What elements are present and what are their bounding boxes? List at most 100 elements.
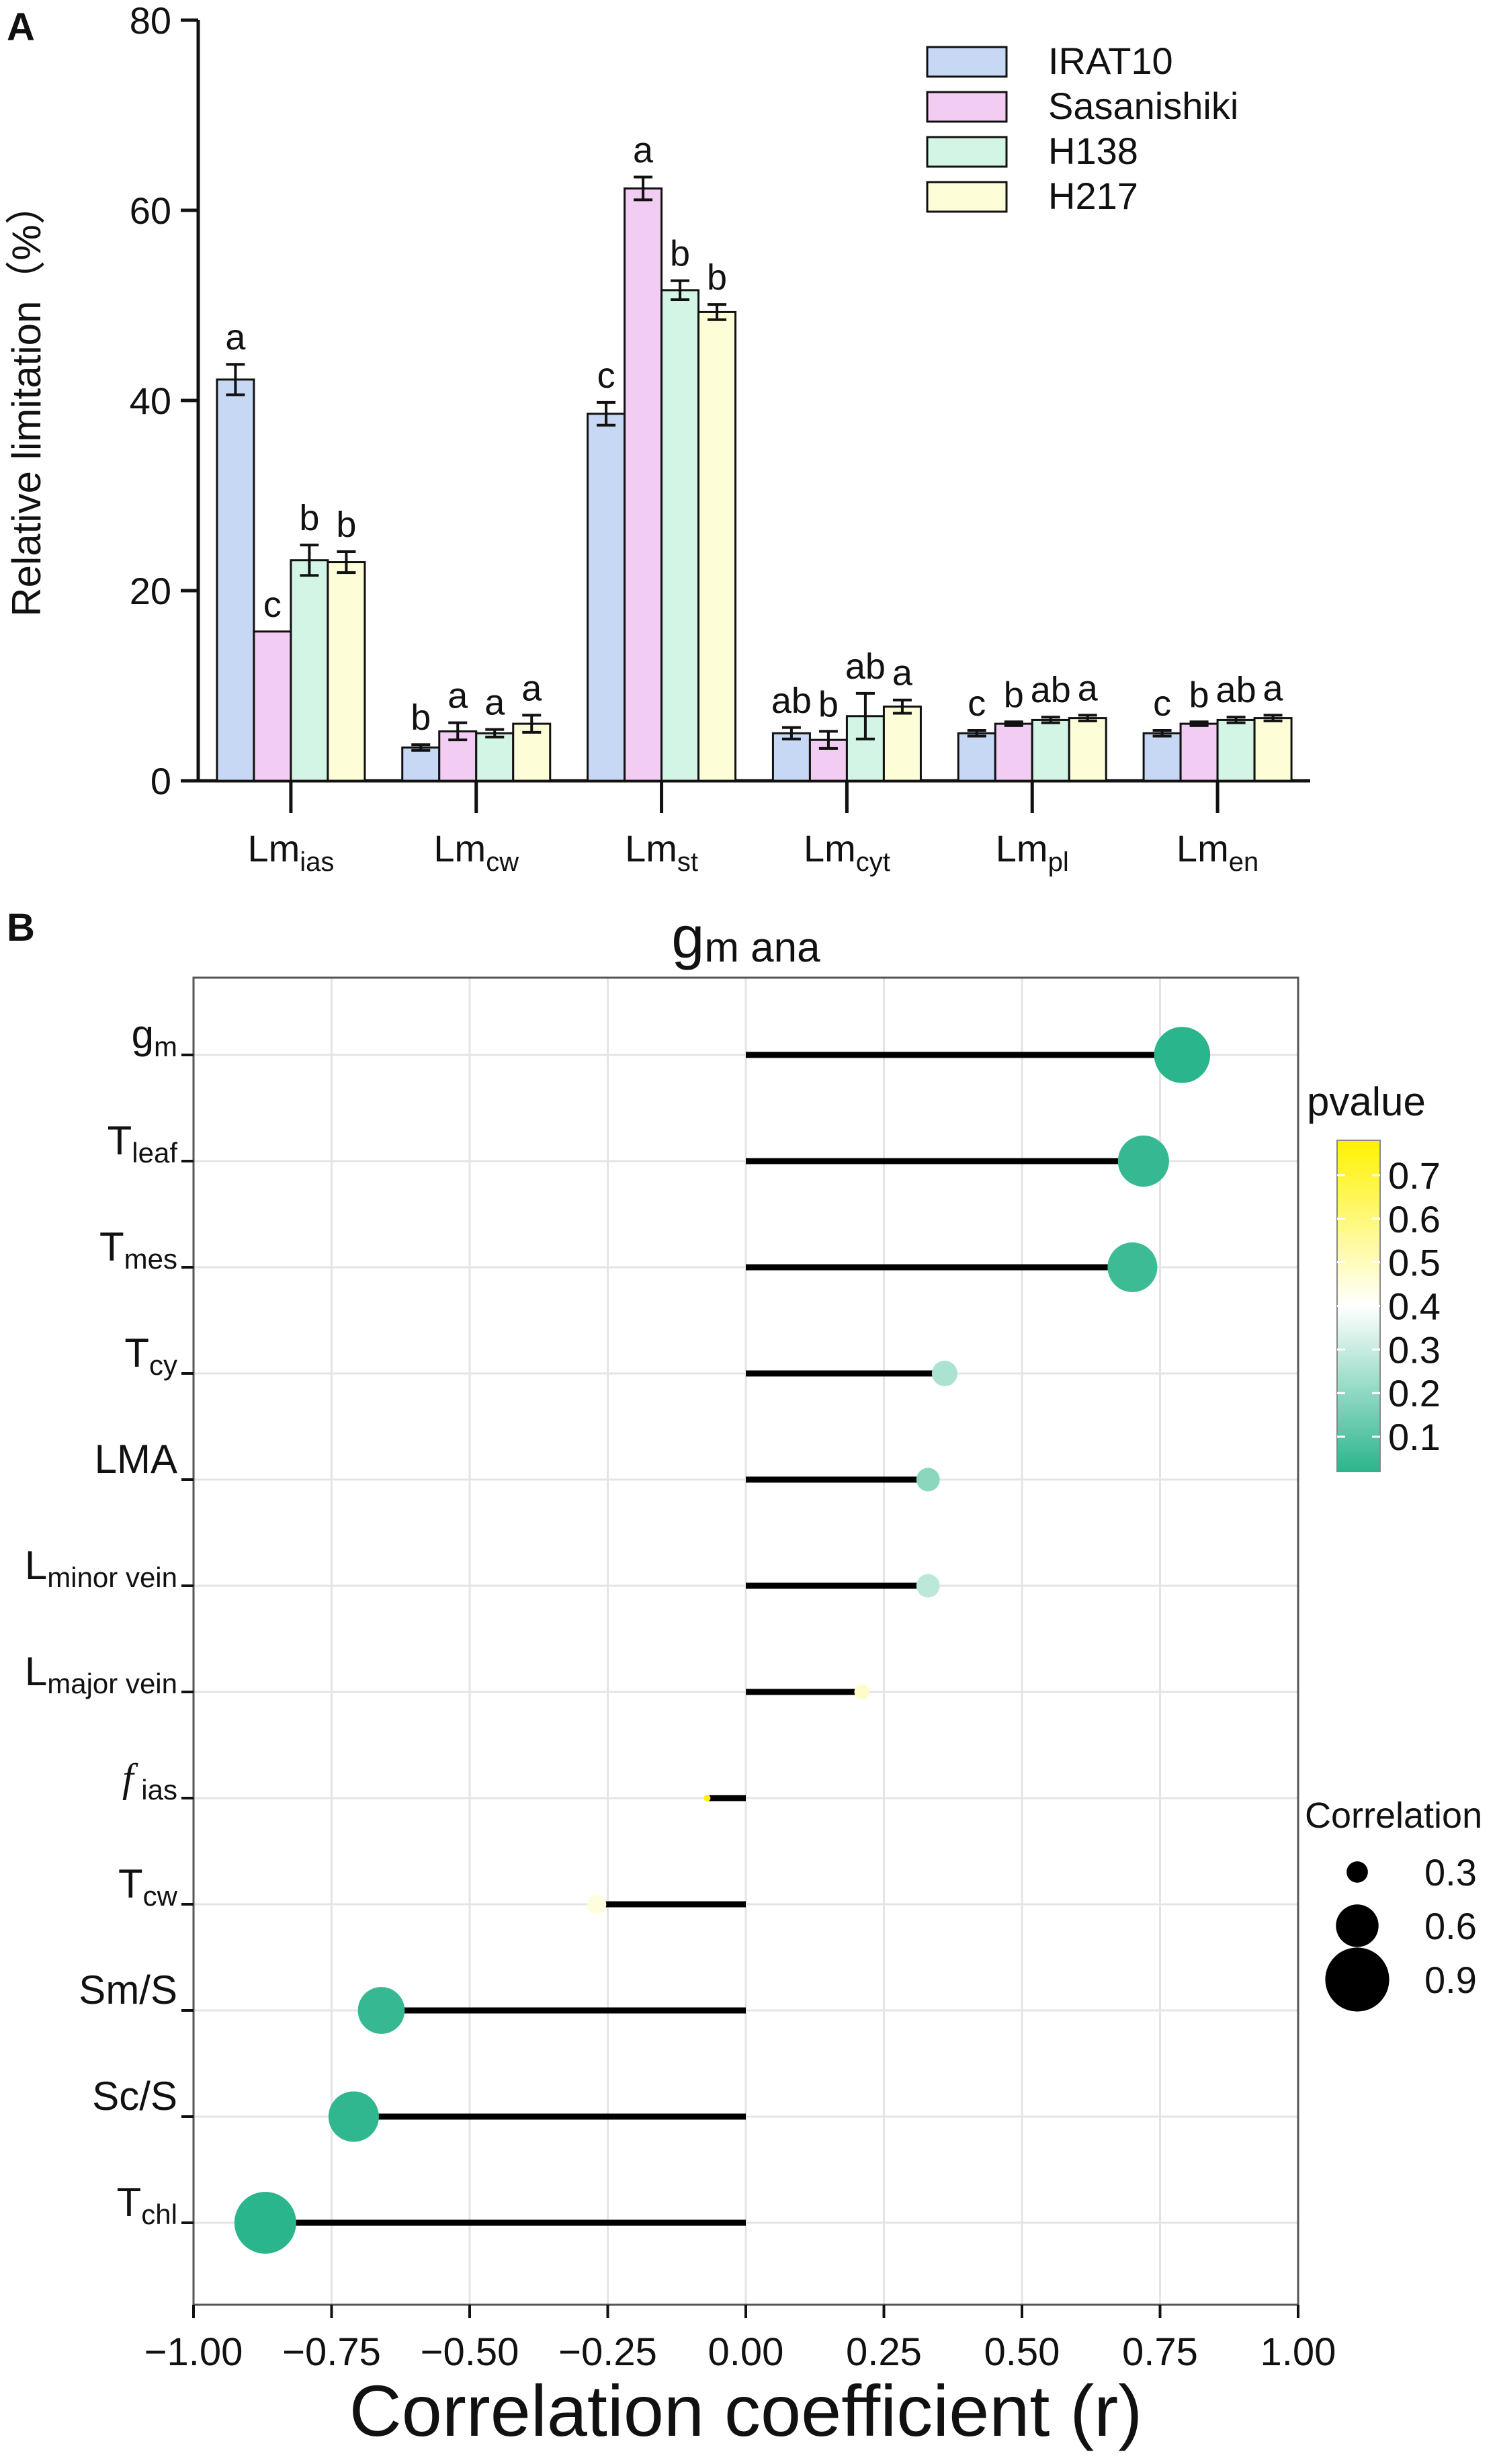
significance-letter: b [299, 498, 319, 538]
row-label-base: g [132, 1012, 154, 1057]
significance-letter: a [225, 317, 246, 357]
row-label: gm [132, 1012, 177, 1062]
row-label-base: LMA [95, 1437, 177, 1482]
row-label-sub: major vein [47, 1668, 177, 1699]
title-sub: m ana [704, 925, 820, 971]
x-tick-label-sub: cyt [856, 847, 890, 877]
significance-letter: b [707, 257, 727, 298]
bar-h217 [1068, 717, 1107, 782]
size-legend-label: 0.6 [1424, 1905, 1477, 1947]
row-label-base: T [124, 1330, 149, 1375]
x-tick-label-base: Lm [804, 827, 856, 869]
row-label: Tchl [117, 2180, 177, 2230]
bar-sasanishiki [253, 630, 292, 782]
x-tick-label: 0.50 [984, 2330, 1060, 2374]
row-label-base: T [108, 1118, 132, 1163]
y-axis-label: Relative limitation（%） [4, 184, 49, 617]
significance-letter: b [818, 684, 839, 724]
legend-label: IRAT10 [1048, 40, 1173, 82]
x-tick-label: −0.25 [558, 2330, 657, 2374]
panel-b-lollipop-chart: gm ana−1.00 −0.75 −0.50 −0.25 0.00 0.25 0.50 0.… [25, 904, 1482, 2451]
panel-b-title: gm ana [671, 904, 820, 971]
bar-irat10 [587, 413, 626, 782]
significance-letter: c [968, 683, 986, 724]
panel-label-a: A [7, 5, 35, 49]
x-tick-label: −1.00 [144, 2330, 243, 2374]
row-label: Tleaf [108, 1118, 178, 1169]
pvalue-legend-title: pvalue [1307, 1079, 1426, 1124]
x-tick-label-base: Lm [433, 827, 486, 869]
y-tick-label: 40 [130, 380, 171, 422]
significance-letter: a [484, 683, 505, 723]
y-tick-label: 60 [130, 189, 171, 232]
bar-irat10 [771, 732, 811, 782]
row-label-base: Sc/S [92, 2074, 177, 2119]
legend-label: Sasanishiki [1048, 85, 1238, 127]
x-tick-label: Lmcyt [804, 827, 890, 877]
row-label: Tcy [124, 1330, 177, 1381]
x-tick-label: Lmst [625, 827, 698, 877]
x-tick-label-sub: ias [300, 847, 334, 877]
x-tick-label: 0.25 [846, 2330, 922, 2374]
lollipop-point [916, 1574, 940, 1598]
x-tick-label-sub: pl [1048, 847, 1069, 877]
significance-letter: b [670, 234, 690, 274]
size-legend-dot [1346, 1861, 1368, 1883]
row-label: Sc/S [92, 2074, 177, 2119]
bar-h138 [475, 732, 515, 782]
size-legend-title: Correlation [1305, 1795, 1482, 1836]
row-label-base: Sm/S [79, 1967, 177, 2012]
colorbar-tick-label: 0.3 [1388, 1328, 1441, 1371]
x-tick-label-sub: st [677, 847, 698, 877]
legend-label: H138 [1048, 130, 1138, 172]
significance-letter: a [633, 130, 654, 170]
lollipop-point [1107, 1242, 1158, 1293]
significance-letter: b [411, 697, 431, 738]
x-tick-label-base: Lm [247, 827, 300, 869]
x-tick-label: 1.00 [1260, 2330, 1336, 2374]
colorbar-tick-label: 0.1 [1388, 1416, 1441, 1458]
bar-h138 [660, 289, 700, 782]
row-label-base: T [118, 1861, 143, 1906]
x-tick-label: 0.75 [1122, 2330, 1198, 2374]
row-label-sub: minor vein [47, 1562, 177, 1593]
bar-irat10 [1142, 732, 1182, 782]
legend-swatch-sasanishiki [926, 91, 1008, 123]
significance-letter: ab [1216, 670, 1256, 710]
x-tick-label: Lmias [247, 827, 334, 877]
y-tick-label: 20 [130, 570, 171, 612]
significance-letter: a [892, 653, 913, 693]
lollipop-point [703, 1795, 711, 1801]
significance-letter: c [597, 355, 615, 396]
y-tick-label: 0 [151, 760, 171, 802]
significance-letter: a [1078, 668, 1099, 708]
lollipop-point [916, 1468, 940, 1492]
significance-letter: c [1153, 683, 1171, 724]
bar-h217 [327, 561, 366, 782]
row-label-sub: leaf [132, 1137, 177, 1169]
lollipop-point [234, 2192, 296, 2254]
row-label: Sm/S [79, 1967, 177, 2012]
legend-swatch-h217 [926, 181, 1008, 213]
size-legend-dot [1336, 1904, 1379, 1947]
legend-swatch-irat10 [926, 46, 1008, 78]
row-label-sub: cy [149, 1349, 177, 1381]
legend-label: H217 [1048, 175, 1138, 217]
legend-swatch-h138 [926, 136, 1008, 168]
bar-irat10 [401, 746, 441, 782]
bar-irat10 [216, 378, 255, 782]
row-label-sub: ias [134, 1774, 177, 1805]
x-tick-label-base: Lm [625, 827, 677, 869]
row-label: LMA [95, 1437, 177, 1482]
lollipop-point [357, 1987, 405, 2034]
significance-letter: b [1189, 675, 1209, 715]
row-label: Tcw [118, 1861, 178, 1912]
x-tick-label-base: Lm [1177, 827, 1229, 869]
lollipop-point [1154, 1027, 1211, 1083]
x-tick-label: Lmcw [433, 827, 519, 877]
colorbar-tick-label: 0.6 [1388, 1198, 1441, 1240]
colorbar-tick-label: 0.7 [1388, 1154, 1441, 1197]
